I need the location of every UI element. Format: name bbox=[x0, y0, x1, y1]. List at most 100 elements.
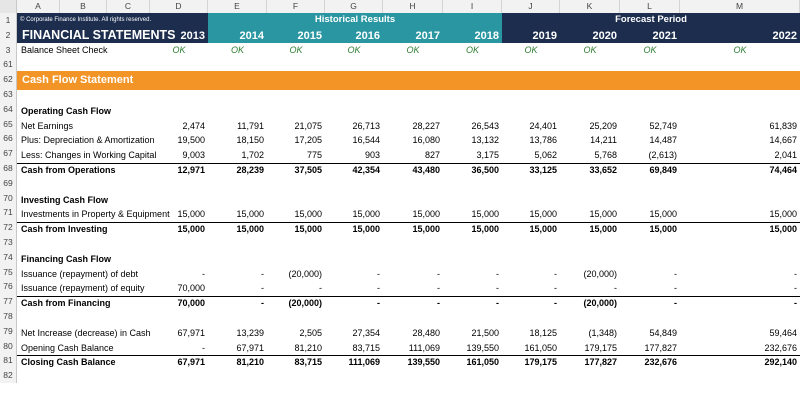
value-cell[interactable]: - bbox=[377, 283, 380, 294]
value-cell[interactable]: 14,211 bbox=[590, 135, 617, 146]
value-cell[interactable]: 59,464 bbox=[769, 327, 797, 338]
value-cell[interactable]: - bbox=[794, 283, 797, 294]
value-cell[interactable]: - bbox=[437, 283, 440, 294]
value-cell[interactable]: 18,125 bbox=[529, 327, 557, 338]
total-value[interactable]: 42,354 bbox=[352, 165, 380, 175]
row-number[interactable]: 61 bbox=[0, 57, 17, 73]
total-value[interactable]: 43,480 bbox=[412, 165, 440, 175]
value-cell[interactable]: 28,227 bbox=[412, 120, 440, 131]
value-cell[interactable]: - bbox=[674, 268, 677, 279]
column-header-f[interactable]: F bbox=[267, 0, 325, 13]
value-cell[interactable]: - bbox=[496, 268, 499, 279]
total-value[interactable]: 70,000 bbox=[177, 298, 205, 309]
value-cell[interactable]: (2,613) bbox=[648, 150, 677, 161]
total-value[interactable]: 177,827 bbox=[584, 357, 617, 368]
total-value[interactable]: (20,000) bbox=[288, 298, 322, 309]
value-cell[interactable]: 18,150 bbox=[236, 135, 264, 146]
value-cell[interactable]: 61,839 bbox=[769, 120, 797, 131]
value-cell[interactable]: 1,702 bbox=[241, 150, 264, 161]
row-number[interactable]: 68 bbox=[0, 161, 17, 176]
value-cell[interactable]: 111,069 bbox=[408, 342, 440, 353]
value-cell[interactable]: 25,209 bbox=[589, 120, 617, 131]
row-number[interactable]: 63 bbox=[0, 87, 17, 102]
column-header-h[interactable]: H bbox=[383, 0, 443, 13]
total-value[interactable]: 111,069 bbox=[348, 357, 380, 368]
column-header-g[interactable]: G bbox=[325, 0, 383, 13]
row-number[interactable]: 76 bbox=[0, 279, 17, 295]
total-value[interactable]: 232,676 bbox=[644, 357, 677, 368]
column-header-l[interactable]: L bbox=[620, 0, 680, 13]
row-number[interactable]: 62 bbox=[0, 72, 17, 87]
value-cell[interactable]: 2,505 bbox=[299, 327, 322, 338]
total-value[interactable]: 36,500 bbox=[471, 165, 499, 175]
row-number[interactable]: 77 bbox=[0, 294, 17, 309]
value-cell[interactable]: 775 bbox=[306, 150, 322, 161]
row-number[interactable]: 73 bbox=[0, 235, 17, 250]
row-number[interactable]: 75 bbox=[0, 264, 17, 280]
total-value[interactable]: (20,000) bbox=[583, 298, 617, 309]
value-cell[interactable]: 13,239 bbox=[236, 327, 264, 338]
value-cell[interactable]: 13,786 bbox=[529, 135, 557, 146]
total-value[interactable]: 15,000 bbox=[589, 224, 617, 235]
value-cell[interactable]: - bbox=[261, 268, 264, 279]
value-cell[interactable]: 9,003 bbox=[182, 150, 205, 161]
total-value[interactable]: 15,000 bbox=[769, 224, 797, 235]
value-cell[interactable]: - bbox=[674, 283, 677, 294]
value-cell[interactable]: - bbox=[496, 283, 499, 294]
select-all-corner[interactable] bbox=[0, 0, 17, 13]
value-cell[interactable]: - bbox=[437, 268, 440, 279]
value-cell[interactable]: - bbox=[261, 283, 264, 294]
total-value[interactable]: 28,239 bbox=[236, 165, 264, 175]
total-value[interactable]: 15,000 bbox=[649, 224, 677, 235]
value-cell[interactable]: - bbox=[554, 283, 557, 294]
value-cell[interactable]: 83,715 bbox=[352, 342, 380, 353]
value-cell[interactable]: (20,000) bbox=[583, 268, 617, 279]
value-cell[interactable]: 24,401 bbox=[529, 120, 557, 131]
row-number[interactable]: 3 bbox=[0, 42, 17, 58]
total-value[interactable]: - bbox=[377, 298, 380, 309]
total-value[interactable]: 74,464 bbox=[769, 165, 797, 175]
value-cell[interactable]: 54,849 bbox=[649, 327, 677, 338]
value-cell[interactable]: 19,500 bbox=[177, 135, 205, 146]
value-cell[interactable]: - bbox=[377, 268, 380, 279]
total-value[interactable]: 33,125 bbox=[529, 165, 557, 175]
value-cell[interactable]: 28,480 bbox=[412, 327, 440, 338]
total-value[interactable]: 33,652 bbox=[589, 165, 617, 175]
value-cell[interactable]: 81,210 bbox=[294, 342, 322, 353]
column-header-k[interactable]: K bbox=[560, 0, 620, 13]
value-cell[interactable]: 11,791 bbox=[237, 120, 264, 131]
value-cell[interactable]: - bbox=[202, 342, 205, 353]
row-number[interactable]: 2 bbox=[0, 27, 17, 43]
total-value[interactable]: 161,050 bbox=[466, 357, 499, 368]
row-number[interactable]: 65 bbox=[0, 116, 17, 132]
total-value[interactable]: 15,000 bbox=[177, 224, 205, 235]
total-value[interactable]: 15,000 bbox=[471, 224, 499, 235]
value-cell[interactable]: 52,749 bbox=[649, 120, 677, 131]
total-value[interactable]: 15,000 bbox=[294, 224, 322, 235]
value-cell[interactable]: 17,205 bbox=[294, 135, 322, 146]
value-cell[interactable]: 179,175 bbox=[584, 342, 617, 353]
total-value[interactable]: 12,971 bbox=[177, 165, 205, 175]
column-header-c[interactable]: C bbox=[107, 0, 150, 13]
value-cell[interactable]: 15,000 bbox=[649, 209, 677, 220]
value-cell[interactable]: 15,000 bbox=[177, 209, 205, 220]
total-value[interactable]: - bbox=[261, 298, 264, 309]
row-number[interactable]: 79 bbox=[0, 323, 17, 339]
column-header-e[interactable]: E bbox=[208, 0, 267, 13]
row-number[interactable]: 82 bbox=[0, 368, 17, 383]
value-cell[interactable]: 26,713 bbox=[352, 120, 380, 131]
row-number[interactable]: 72 bbox=[0, 220, 17, 235]
row-number[interactable]: 70 bbox=[0, 190, 17, 206]
value-cell[interactable]: - bbox=[202, 268, 205, 279]
value-cell[interactable]: 27,354 bbox=[352, 327, 380, 338]
row-number[interactable]: 1 bbox=[0, 13, 17, 28]
total-value[interactable]: 83,715 bbox=[294, 357, 322, 368]
total-value[interactable]: 292,140 bbox=[764, 357, 797, 368]
column-header-b[interactable]: B bbox=[60, 0, 107, 13]
value-cell[interactable]: 15,000 bbox=[412, 209, 440, 220]
value-cell[interactable]: - bbox=[319, 283, 322, 294]
value-cell[interactable]: (20,000) bbox=[288, 268, 322, 279]
value-cell[interactable]: 903 bbox=[364, 150, 380, 161]
column-header-a[interactable]: A bbox=[17, 0, 60, 13]
